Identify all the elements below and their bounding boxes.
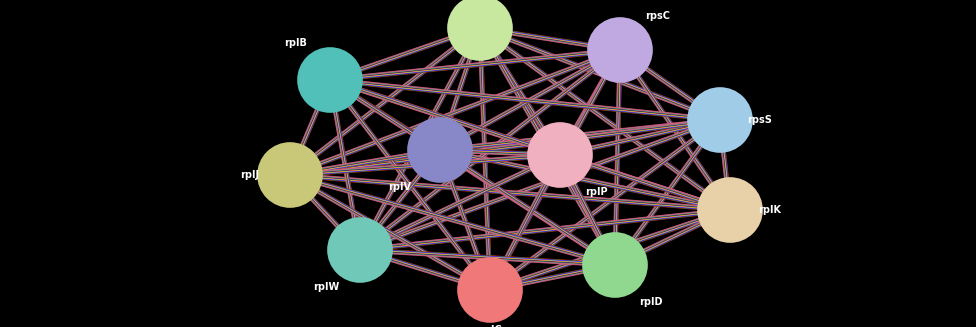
Circle shape xyxy=(528,123,592,187)
Circle shape xyxy=(588,18,652,82)
Circle shape xyxy=(258,143,322,207)
Text: rplK: rplK xyxy=(758,205,782,215)
Circle shape xyxy=(298,48,362,112)
Text: rplP: rplP xyxy=(585,187,607,197)
Circle shape xyxy=(688,88,752,152)
Circle shape xyxy=(448,0,512,60)
Text: rplB: rplB xyxy=(285,38,307,48)
Circle shape xyxy=(408,118,472,182)
Text: rpsC: rpsC xyxy=(645,11,671,21)
Circle shape xyxy=(328,218,392,282)
Text: rplD: rplD xyxy=(639,297,663,307)
Text: rpsS: rpsS xyxy=(748,115,772,125)
Text: rplJ: rplJ xyxy=(240,170,260,180)
Circle shape xyxy=(698,178,762,242)
Text: rplC: rplC xyxy=(478,325,502,327)
Text: rplV: rplV xyxy=(388,182,412,192)
Text: rplW: rplW xyxy=(313,282,339,292)
Circle shape xyxy=(583,233,647,297)
Circle shape xyxy=(458,258,522,322)
